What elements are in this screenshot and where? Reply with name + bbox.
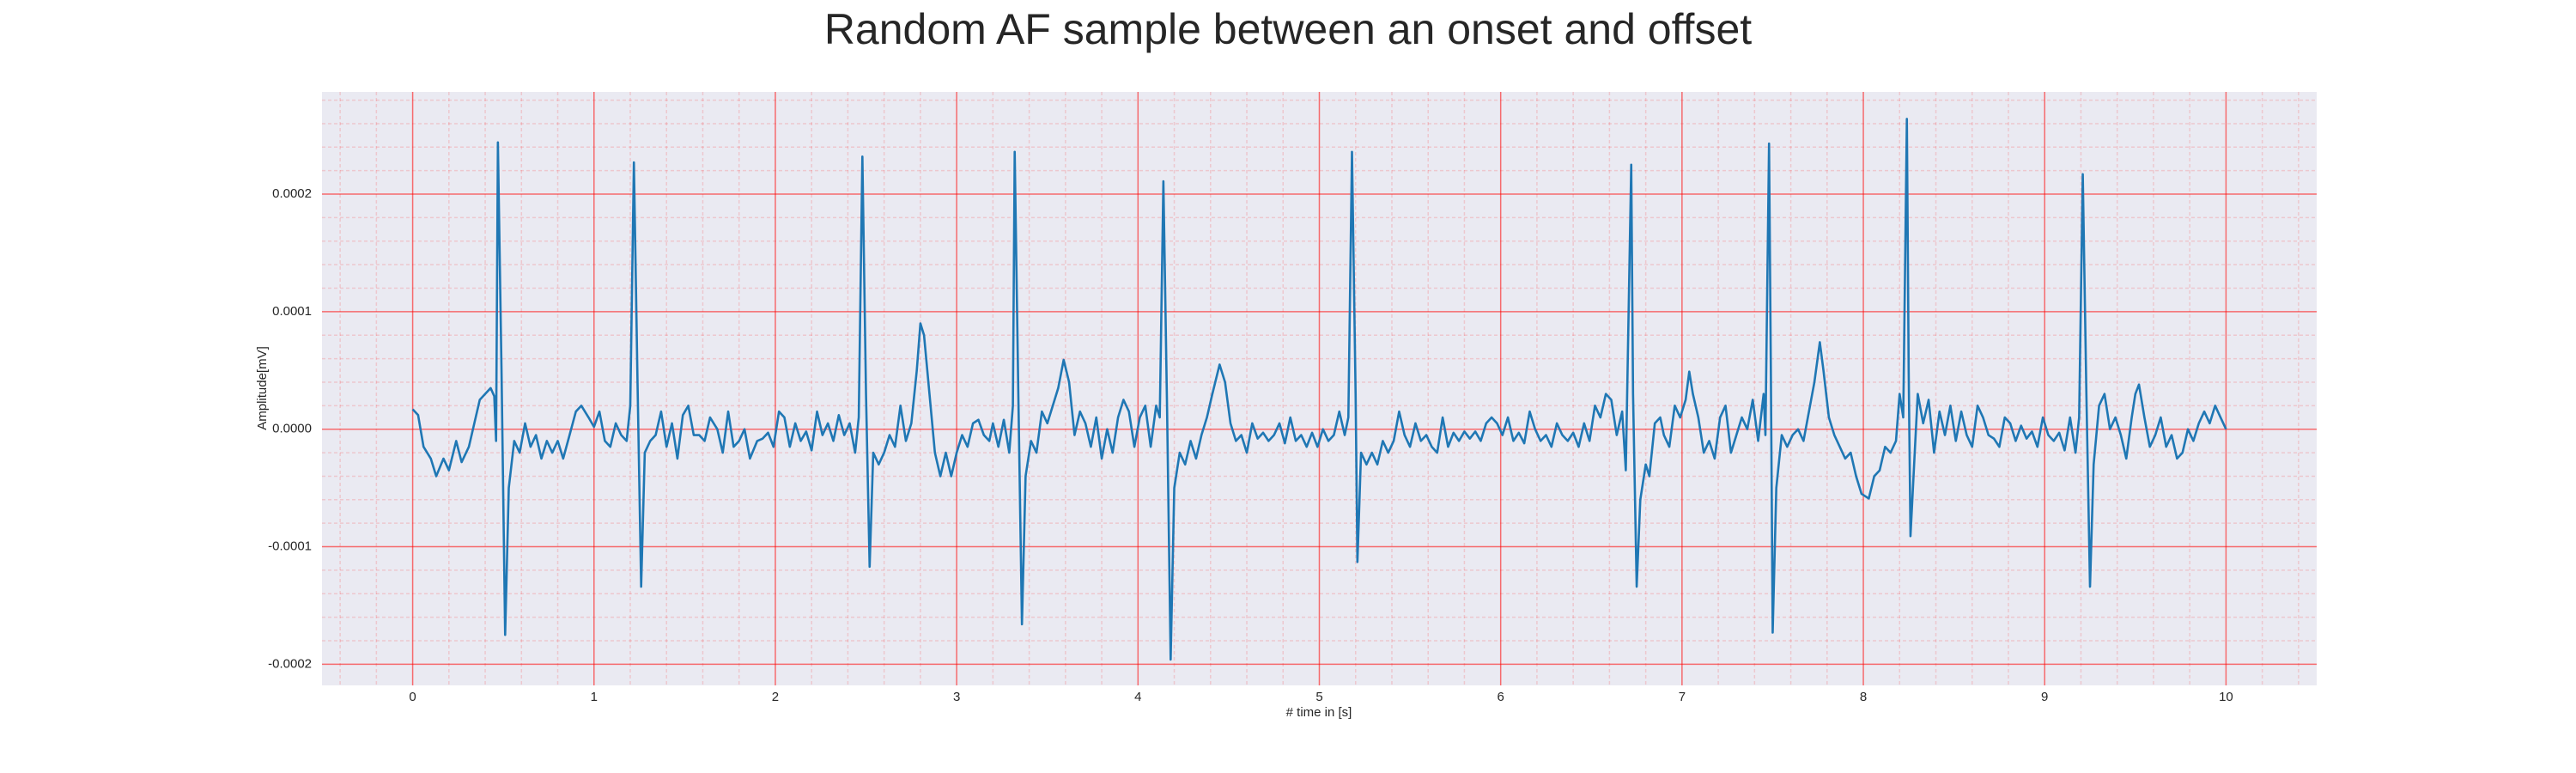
x-tick-label: 2 <box>772 690 779 704</box>
x-tick-label: 3 <box>953 690 960 704</box>
chart-title: Random AF sample between an onset and of… <box>824 5 1752 53</box>
x-tick-label: 1 <box>591 690 598 704</box>
signal-line <box>411 118 2227 661</box>
x-tick-label: 5 <box>1315 690 1322 704</box>
x-tick-label: 8 <box>1860 690 1867 704</box>
x-tick-label: 10 <box>2219 690 2233 704</box>
y-tick-label: 0.0000 <box>272 422 312 436</box>
x-tick-label: 4 <box>1134 690 1141 704</box>
y-tick-label: 0.0002 <box>272 186 312 201</box>
x-tick-label: 9 <box>2041 690 2048 704</box>
y-tick-label: 0.0001 <box>272 304 312 319</box>
y-axis-label: Amplitude[mV] <box>255 346 270 430</box>
x-axis-label: # time in [s] <box>1286 705 1352 720</box>
x-tick-label: 0 <box>409 690 416 704</box>
x-tick-label: 6 <box>1498 690 1504 704</box>
y-tick-label: -0.0002 <box>268 656 312 671</box>
y-tick-label: -0.0001 <box>268 539 312 554</box>
x-tick-label: 7 <box>1679 690 1686 704</box>
